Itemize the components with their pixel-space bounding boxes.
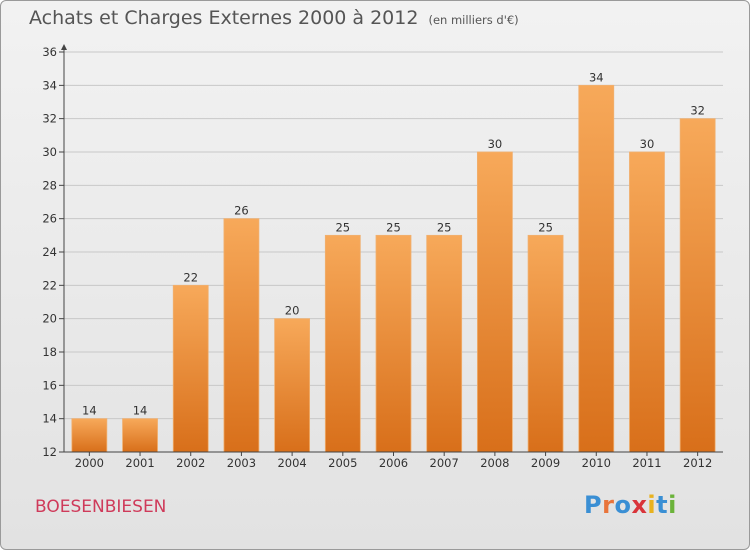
- y-tick-label-34: 34: [42, 78, 57, 92]
- logo-letter: i: [647, 491, 657, 519]
- y-tick-label-20: 20: [42, 312, 57, 326]
- labels: 12 14 16 18 20 22 24 26 28 30 32 34 36 14 2000 14 2001 22…: [42, 45, 712, 470]
- bar-2001: [122, 418, 158, 453]
- bar-2004: [274, 318, 311, 453]
- y-tick-label-22: 22: [42, 278, 57, 292]
- value-label-2000: 14: [82, 404, 97, 418]
- value-label-2002: 22: [183, 270, 198, 284]
- y-tick-label-36: 36: [42, 45, 57, 59]
- value-label-2005: 25: [335, 220, 350, 234]
- y-tick-label-24: 24: [42, 245, 57, 259]
- bar-2003: [223, 218, 260, 453]
- proxiti-logo: Proxiti: [584, 491, 677, 519]
- logo-letter: i: [668, 491, 677, 519]
- logo-letter: x: [631, 491, 648, 519]
- x-tick-label-2002: 2002: [176, 456, 205, 470]
- y-tick-label-30: 30: [42, 145, 57, 159]
- value-label-2010: 34: [589, 70, 604, 84]
- x-tick-label-2007: 2007: [430, 456, 459, 470]
- value-label-2009: 25: [538, 220, 553, 234]
- x-tick-label-2003: 2003: [227, 456, 256, 470]
- x-tick-label-2008: 2008: [480, 456, 509, 470]
- bar-2000: [71, 418, 108, 453]
- value-label-2007: 25: [437, 220, 452, 234]
- bar-2002: [172, 284, 209, 453]
- x-tick-label-2004: 2004: [277, 456, 306, 470]
- bar-2010: [578, 84, 615, 453]
- x-tick-label-2005: 2005: [328, 456, 357, 470]
- commune-name: BOESENBIESEN: [35, 497, 167, 517]
- axes: [59, 44, 723, 456]
- x-tick-label-2011: 2011: [632, 456, 661, 470]
- value-label-2003: 26: [234, 204, 249, 218]
- y-tick-label-28: 28: [42, 178, 57, 192]
- value-label-2012: 32: [690, 104, 705, 118]
- bar-2005: [324, 234, 361, 453]
- chart-title: Achats et Charges Externes 2000 à 2012 (e…: [29, 7, 519, 29]
- logo-letter: t: [656, 491, 669, 519]
- y-tick-label-18: 18: [42, 345, 57, 359]
- value-label-2004: 20: [285, 304, 300, 318]
- value-label-2001: 14: [133, 404, 148, 418]
- x-tick-label-2000: 2000: [75, 456, 104, 470]
- chart-unit: (en milliers d'€): [428, 13, 519, 27]
- bar-2011: [629, 151, 665, 453]
- y-tick-label-16: 16: [42, 378, 57, 392]
- value-label-2006: 25: [386, 220, 401, 234]
- bar-2006: [375, 234, 412, 453]
- bar-2009: [527, 234, 564, 453]
- y-axis-arrow: [61, 44, 67, 50]
- y-tick-label-14: 14: [42, 412, 57, 426]
- bar-2008: [476, 151, 513, 453]
- y-tick-label-32: 32: [42, 112, 57, 126]
- x-tick-label-2006: 2006: [379, 456, 408, 470]
- value-label-2011: 30: [640, 137, 655, 151]
- chart-title-text: Achats et Charges Externes 2000 à 2012: [29, 7, 419, 29]
- bar-2012: [679, 118, 716, 453]
- value-label-2008: 30: [488, 137, 503, 151]
- y-tick-label-26: 26: [42, 212, 57, 226]
- x-tick-label-2010: 2010: [582, 456, 611, 470]
- bars: [71, 84, 716, 453]
- logo-letter: o: [614, 491, 632, 519]
- x-tick-label-2009: 2009: [531, 456, 560, 470]
- y-tick-label-12: 12: [42, 445, 57, 459]
- logo-letter: P: [584, 491, 603, 519]
- bar-2007: [426, 234, 463, 453]
- x-tick-label-2012: 2012: [683, 456, 712, 470]
- x-tick-label-2001: 2001: [125, 456, 154, 470]
- logo-letter: r: [602, 491, 615, 519]
